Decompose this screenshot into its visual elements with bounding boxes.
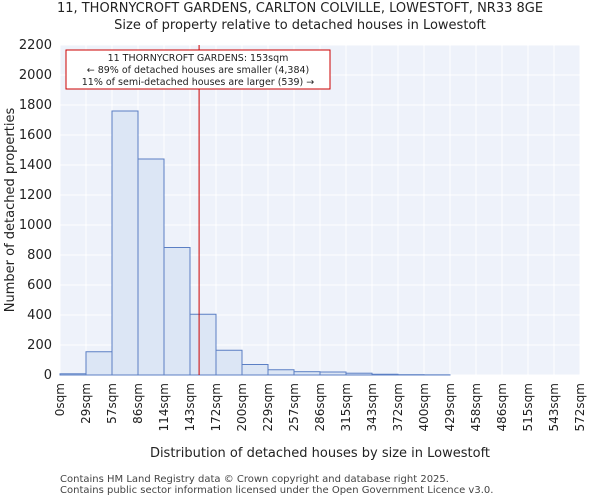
annotation-smaller: ← 89% of detached houses are smaller (4,…	[87, 65, 310, 76]
bar-229sqm	[267, 369, 295, 376]
x-tick-label: 257sqm	[287, 383, 301, 431]
bar-343sqm	[371, 373, 399, 376]
bar-286sqm	[319, 371, 347, 376]
bar-57sqm	[111, 110, 139, 376]
x-tick-label: 543sqm	[547, 383, 561, 431]
bar-257sqm	[293, 371, 321, 376]
annotation-larger: 11% of semi-detached houses are larger (…	[82, 77, 315, 88]
x-tick-label: 343sqm	[365, 383, 379, 431]
y-tick-label: 2200	[19, 38, 52, 53]
y-tick-label: 2000	[19, 68, 52, 83]
y-tick-label: 200	[27, 338, 52, 353]
y-tick-label: 1600	[19, 128, 52, 143]
y-tick-label: 1400	[19, 158, 52, 173]
y-tick-label: 600	[27, 278, 52, 293]
bar-200sqm	[241, 364, 269, 376]
y-tick-label: 1200	[19, 188, 52, 203]
x-tick-label: 57sqm	[105, 383, 119, 424]
y-tick-label: 1000	[19, 218, 52, 233]
x-tick-label: 515sqm	[521, 383, 535, 431]
x-tick-label: 229sqm	[261, 383, 275, 431]
bar-86sqm	[137, 158, 165, 376]
y-tick-label: 1800	[19, 98, 52, 113]
x-axis-title: Distribution of detached houses by size …	[150, 446, 490, 461]
y-tick-label: 800	[27, 248, 52, 263]
y-tick-label: 400	[27, 308, 52, 323]
footer-licence: Contains public sector information licen…	[60, 485, 494, 496]
bar-29sqm	[85, 351, 113, 376]
y-axis-title: Number of detached properties	[3, 108, 18, 313]
x-tick-label: 372sqm	[391, 383, 405, 431]
x-tick-label: 86sqm	[131, 383, 145, 424]
x-tick-label: 200sqm	[235, 383, 249, 431]
footer-copyright: Contains HM Land Registry data © Crown c…	[60, 474, 449, 485]
bar-143sqm	[189, 313, 217, 376]
annotation-box	[65, 49, 331, 90]
x-tick-label: 486sqm	[495, 383, 509, 431]
chart-subtitle: Size of property relative to detached ho…	[114, 18, 486, 33]
y-tick-label: 0	[44, 368, 52, 383]
bar-315sqm	[345, 372, 373, 376]
x-tick-label: 429sqm	[443, 383, 457, 431]
x-tick-label: 114sqm	[157, 383, 171, 431]
x-tick-label: 143sqm	[183, 383, 197, 431]
annotation-title: 11 THORNYCROFT GARDENS: 153sqm	[108, 53, 289, 64]
x-tick-label: 29sqm	[79, 383, 93, 424]
x-tick-label: 315sqm	[339, 383, 353, 431]
bar-0sqm	[59, 373, 87, 376]
bar-114sqm	[163, 247, 191, 376]
x-tick-label: 458sqm	[469, 383, 483, 431]
x-tick-label: 172sqm	[209, 383, 223, 431]
x-tick-label: 0sqm	[53, 383, 67, 416]
x-tick-label: 400sqm	[417, 383, 431, 431]
x-tick-label: 286sqm	[313, 383, 327, 431]
x-tick-label: 572sqm	[573, 383, 587, 431]
chart-title-address: 11, THORNYCROFT GARDENS, CARLTON COLVILL…	[56, 1, 544, 16]
bar-172sqm	[215, 349, 243, 376]
